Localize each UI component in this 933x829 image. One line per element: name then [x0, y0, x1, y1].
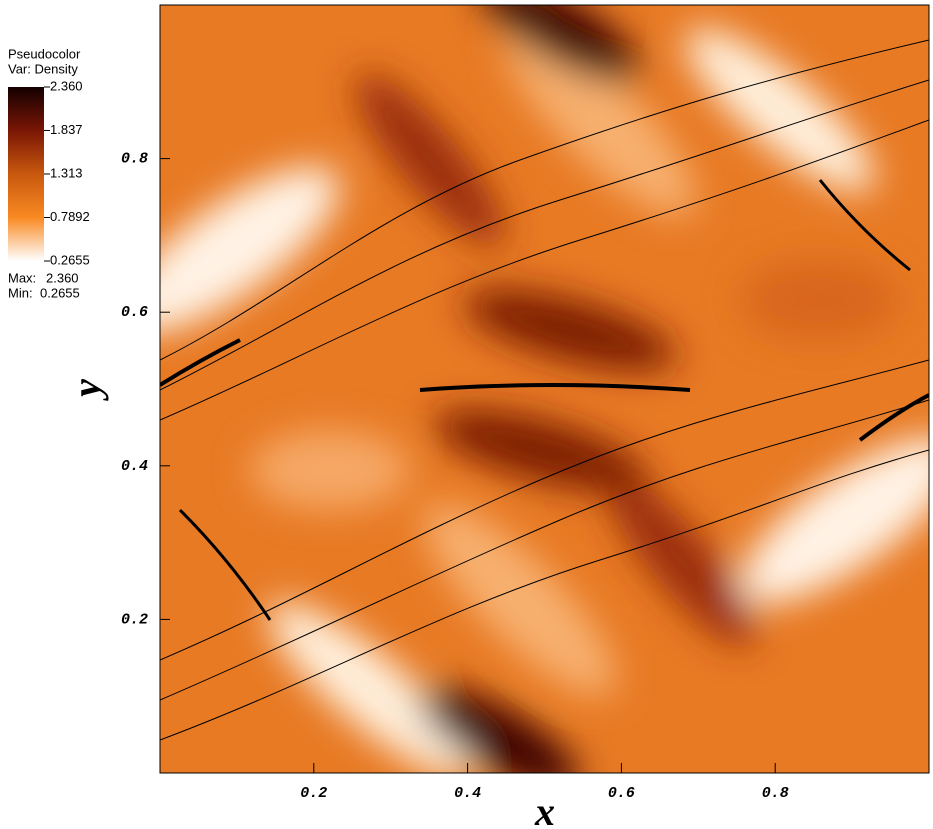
colorbar-tick-label: 1.837	[50, 122, 83, 137]
colorbar-tick-label: 0.7892	[50, 209, 90, 224]
colorbar-tick-label: 1.313	[50, 165, 83, 180]
x-tick-label: 0.6	[608, 785, 635, 802]
y-tick-label: 0.6	[121, 304, 148, 321]
max-value: 2.360	[46, 270, 79, 285]
y-tick-label: 0.8	[121, 151, 148, 168]
min-value: 0.2655	[40, 285, 80, 300]
x-tick-label: 0.2	[300, 785, 327, 802]
y-tick-label: 0.2	[121, 611, 148, 628]
y-axis-label: y	[64, 379, 109, 401]
legend-variable: Var: Density	[8, 61, 78, 76]
plot-frame	[159, 4, 930, 774]
colorbar	[8, 87, 44, 261]
x-axis-label: x	[534, 789, 555, 829]
x-tick-label: 0.4	[454, 785, 481, 802]
colorbar-tick-label: 2.360	[50, 78, 83, 93]
legend-title: Pseudocolor	[8, 46, 81, 61]
min-prefix: Min:	[8, 285, 33, 300]
density-field	[160, 5, 929, 773]
y-tick-label: 0.4	[121, 458, 148, 475]
x-tick-label: 0.8	[762, 785, 789, 802]
max-prefix: Max:	[8, 270, 36, 285]
colorbar-tick-label: 0.2655	[50, 252, 90, 267]
